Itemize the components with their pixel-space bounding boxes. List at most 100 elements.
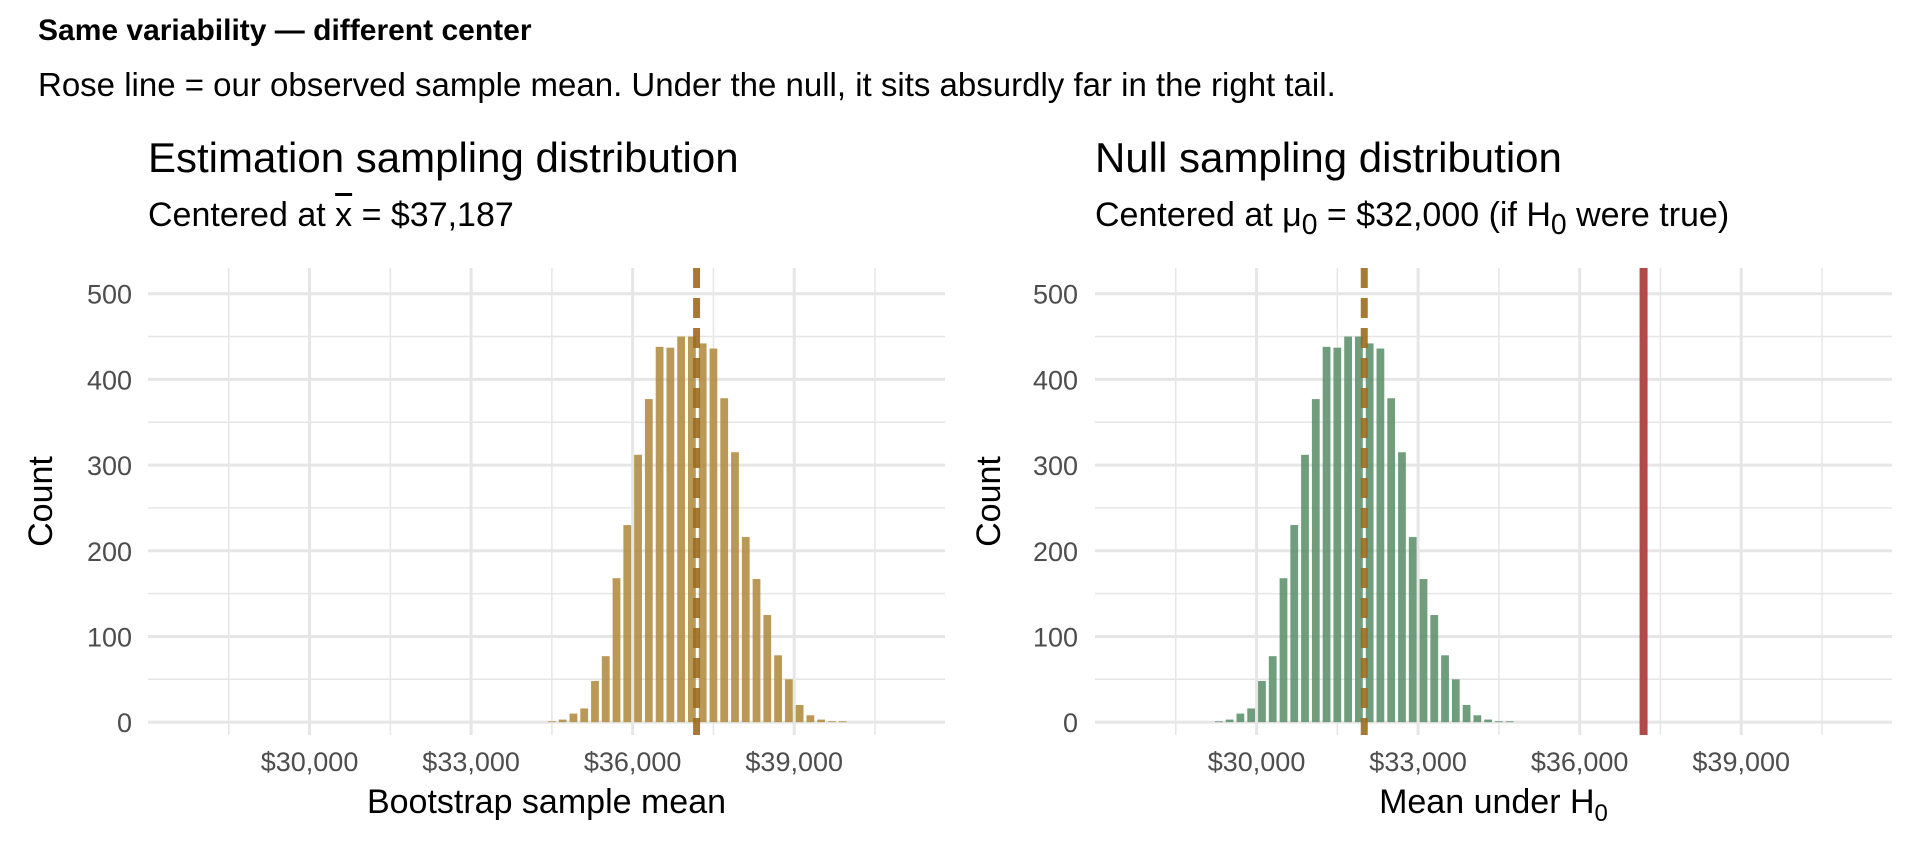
- right-panel-subtitle: Centered at μ0 = $32,000 (if H0 were tru…: [1095, 196, 1729, 242]
- right-y-axis-label: Count: [970, 456, 1008, 547]
- left-histogram-bar: [677, 336, 686, 723]
- left-histogram-bar: [548, 721, 556, 723]
- right-histogram-bar: [1236, 713, 1245, 723]
- left-histogram-bar: [838, 721, 847, 723]
- left-subtitle-value: = $37,187: [352, 196, 514, 234]
- right-x-axis-label-sub: 0: [1595, 800, 1608, 827]
- right-histogram-bar: [1344, 336, 1352, 723]
- left-histogram-bar: [774, 655, 782, 723]
- figure-title: Same variability — different center: [38, 14, 532, 47]
- left-x-tick-label: $33,000: [422, 747, 520, 777]
- left-x-tick-label: $39,000: [745, 747, 843, 777]
- h0-subscript: 0: [1550, 208, 1567, 241]
- right-histogram-bar: [1354, 336, 1363, 723]
- left-histogram-bar: [569, 713, 578, 723]
- right-histogram-bar: [1365, 343, 1374, 723]
- right-histogram-bar: [1398, 452, 1406, 723]
- left-y-tick-label: 300: [87, 451, 132, 481]
- right-subtitle-lead: Centered at: [1095, 196, 1283, 234]
- left-histogram-bar: [817, 719, 826, 723]
- left-chart-group: 0 100 200 300 400 500 $30,000 $33,000 $36,000 $39…: [22, 268, 945, 821]
- left-histogram-bar: [828, 721, 836, 723]
- left-histogram-bar: [731, 452, 739, 723]
- right-y-tick-label: 200: [1033, 537, 1078, 567]
- left-histogram-bar: [644, 399, 653, 723]
- right-histogram-bar: [1279, 578, 1288, 723]
- left-y-axis-label: Count: [22, 456, 60, 547]
- left-panel-title: Estimation sampling distribution: [148, 134, 739, 181]
- right-histogram-bar: [1301, 454, 1309, 723]
- mu-subscript: 0: [1301, 208, 1318, 241]
- left-y-tick-label: 400: [87, 365, 132, 395]
- right-chart-group: 0 100 200 300 400 500 $30,000 $33,000 $36,000 $39…: [970, 268, 1892, 827]
- right-histogram-bar: [1387, 398, 1396, 723]
- right-x-tick-label: $39,000: [1692, 747, 1790, 777]
- right-histogram-bar: [1247, 708, 1256, 723]
- left-histogram-bar: [688, 336, 696, 723]
- left-histogram-bar: [741, 537, 750, 723]
- right-histogram-bar: [1376, 348, 1385, 723]
- left-x-tick-label: $30,000: [261, 747, 359, 777]
- right-x-axis-label-lead: Mean under: [1379, 783, 1570, 821]
- left-histogram-bar: [720, 398, 729, 723]
- left-panel-subtitle: Centered at x = $37,187: [148, 196, 514, 235]
- right-histogram-bar: [1473, 715, 1482, 723]
- right-x-tick-label: $33,000: [1369, 747, 1467, 777]
- left-histogram-bar: [591, 681, 599, 723]
- xbar-symbol: x: [335, 196, 353, 234]
- right-y-tick-label: 500: [1033, 280, 1078, 310]
- left-histogram-bar: [784, 679, 793, 723]
- right-histogram-bar: [1311, 399, 1320, 723]
- left-histogram-bar: [612, 578, 621, 723]
- left-histogram-bar: [666, 347, 675, 723]
- right-histogram-bar: [1258, 681, 1266, 723]
- right-histogram-bar: [1290, 525, 1299, 723]
- left-histogram-bar: [655, 346, 664, 723]
- right-histogram-bar: [1268, 656, 1277, 723]
- right-histogram-bar: [1430, 615, 1439, 723]
- left-histogram-bar: [806, 715, 815, 723]
- left-histogram-bar: [623, 525, 632, 723]
- left-subtitle-lead: Centered at: [148, 196, 336, 234]
- right-subtitle-mid: = $32,000 (if H: [1317, 196, 1551, 234]
- right-histogram-bar: [1451, 679, 1460, 723]
- right-histogram-bar: [1333, 347, 1342, 723]
- mu-symbol: μ: [1282, 196, 1302, 234]
- right-histogram-bar: [1214, 721, 1223, 723]
- right-histogram-bar: [1484, 719, 1492, 723]
- right-x-tick-label: $36,000: [1531, 747, 1629, 777]
- right-subtitle-rest: were true): [1566, 196, 1730, 234]
- right-y-tick-label: 100: [1033, 622, 1078, 652]
- right-x-axis-label: Mean under H0: [1379, 783, 1608, 827]
- left-histogram-bar: [752, 579, 761, 723]
- right-histogram-bar: [1225, 719, 1234, 723]
- right-panel-title: Null sampling distribution: [1095, 134, 1562, 181]
- right-x-tick-label: $30,000: [1208, 747, 1306, 777]
- right-y-tick-label: 400: [1033, 365, 1078, 395]
- left-y-tick-label: 100: [87, 622, 132, 652]
- figure-subtitle: Rose line = our observed sample mean. Un…: [38, 66, 1336, 103]
- left-histogram-bar: [795, 705, 804, 723]
- left-histogram-bar: [580, 708, 589, 723]
- right-histogram-bar: [1505, 721, 1514, 723]
- right-histogram-bar: [1462, 705, 1471, 723]
- left-y-tick-label: 500: [87, 280, 132, 310]
- right-histogram-bar: [1419, 579, 1428, 723]
- left-histogram-bar: [763, 615, 772, 723]
- left-y-tick-label: 0: [117, 708, 132, 738]
- right-histogram-bar: [1408, 537, 1417, 723]
- right-histogram-bar: [1495, 721, 1503, 723]
- left-histogram-bar: [601, 656, 610, 723]
- left-histogram-bar: [698, 343, 707, 723]
- right-y-tick-label: 0: [1063, 708, 1078, 738]
- left-x-axis-label: Bootstrap sample mean: [367, 783, 726, 821]
- right-x-axis-label-h: H: [1570, 783, 1595, 821]
- right-histogram-bar: [1441, 655, 1449, 723]
- right-histogram-bar: [1322, 346, 1331, 723]
- left-y-tick-label: 200: [87, 537, 132, 567]
- left-histogram-bar: [709, 348, 718, 723]
- left-histogram-bar: [558, 719, 567, 723]
- left-histogram-bar: [634, 454, 642, 723]
- right-y-tick-label: 300: [1033, 451, 1078, 481]
